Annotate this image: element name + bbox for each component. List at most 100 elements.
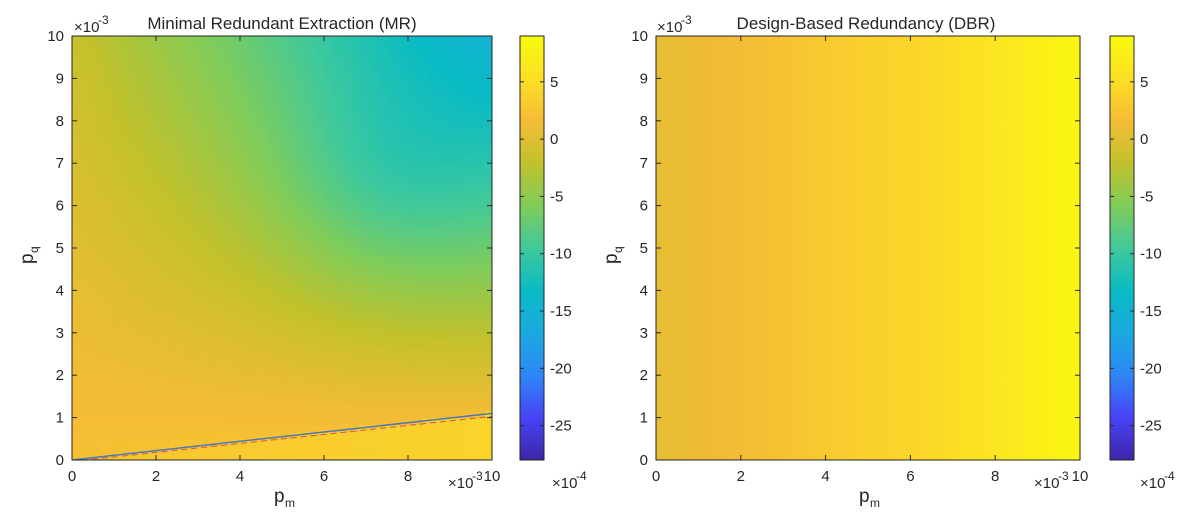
heat-cell [184,290,192,299]
heat-cell [282,106,290,115]
heat-cell [373,382,381,390]
heat-cell [114,438,122,447]
heat-cell [380,276,388,284]
heat-cell [464,361,472,369]
heat-cell [310,354,318,362]
heat-cell [366,43,374,51]
heat-cell [485,304,492,313]
heat-cell [380,226,388,235]
heat-cell [275,177,283,185]
heat-cell [394,212,402,221]
heat-cell [338,424,346,433]
heat-cell [100,361,108,369]
heat-cell [401,262,409,270]
heat-cell [401,417,409,426]
heat-cell [247,149,255,157]
heat-cell [422,142,430,150]
heat-cell [219,120,227,129]
heat-cell [233,78,241,87]
heat-cell [373,361,381,369]
heat-cell [261,142,269,150]
heat-cell [268,410,276,419]
heat-cell [128,134,136,143]
heat-cell [121,191,129,200]
heat-cell [226,113,234,122]
heat-cell [128,50,136,58]
heat-cell [170,361,178,369]
heat-cell [387,445,395,454]
heat-cell [247,368,255,376]
heat-cell [443,191,451,200]
heat-cell [289,269,297,277]
heat-cell [149,339,157,348]
heat-cell [422,92,430,101]
heat-cell [135,233,143,242]
heat-cell [436,205,444,214]
heat-cell [303,403,311,412]
heat-cell [156,424,164,433]
heat-cell [289,297,297,306]
heat-cell [394,191,402,200]
heat-cell [408,361,416,369]
heat-cell [212,325,220,334]
heat-cell [380,156,388,164]
heat-cell [401,142,409,150]
heat-cell [114,396,122,405]
heat-cell [79,431,87,440]
heat-cell [233,106,241,115]
heat-cell [471,346,479,355]
heat-cell [184,438,192,447]
heat-cell [240,64,248,72]
heat-cell [394,248,402,256]
heat-cell [296,240,304,249]
heat-cell [191,198,199,207]
heat-cell [191,255,199,263]
heat-cell [408,191,416,200]
heat-cell [296,149,304,157]
heat-cell [163,452,171,460]
heat-cell [72,262,80,270]
heat-cell [212,43,220,51]
heat-cell [163,311,171,320]
heat-cell [79,163,87,171]
heat-cell [163,396,171,405]
heat-cell [415,452,423,460]
heat-cell [429,332,437,341]
heat-cell [296,233,304,242]
heat-cell [100,417,108,426]
heat-cell [233,64,241,72]
heat-cell [226,219,234,228]
heat-cell [345,134,353,143]
heat-cell [457,276,465,284]
heat-cell [345,248,353,256]
heat-cell [443,36,451,44]
heat-cell [212,276,220,284]
heat-cell [219,269,227,277]
heat-cell [394,50,402,58]
heat-cell [450,424,458,433]
heat-cell [282,403,290,412]
heat-cell [331,403,339,412]
heat-cell [247,304,255,313]
heat-cell [296,57,304,65]
heat-cell [387,262,395,270]
heat-cell [177,43,185,51]
heat-cell [303,156,311,164]
heat-cell [338,354,346,362]
heat-cell [100,410,108,419]
heat-cell [317,57,325,65]
heat-cell [205,233,213,242]
heat-cell [170,325,178,334]
heat-cell [86,311,94,320]
heat-cell [240,382,248,390]
heat-cell [184,142,192,150]
heat-cell [464,297,472,306]
heat-cell [142,142,150,150]
heat-cell [226,325,234,334]
heat-cell [86,85,94,94]
heat-cell [128,410,136,419]
mr-y-exponent-power: -3 [98,13,109,27]
heat-cell [352,71,360,79]
heat-cell [268,226,276,235]
heat-cell [359,389,367,397]
